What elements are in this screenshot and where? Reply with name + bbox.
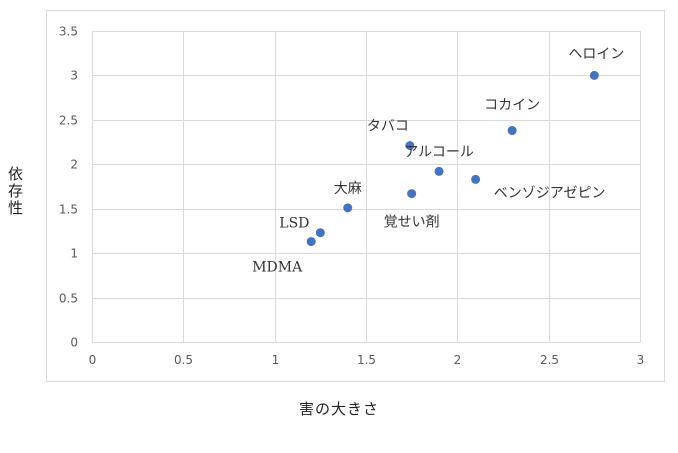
x-tick-label: 0.5 bbox=[174, 353, 193, 367]
x-tick-label: 1.5 bbox=[357, 353, 376, 367]
y-tick-labels: 0 0.5 1 1.5 2 2.5 3 3.5 bbox=[59, 25, 78, 350]
data-point bbox=[306, 237, 316, 247]
point-label: 大麻 bbox=[334, 181, 362, 197]
x-tick-label: 3 bbox=[637, 353, 645, 367]
y-tick-label: 2 bbox=[70, 158, 78, 172]
point-label: タバコ bbox=[367, 119, 409, 135]
x-axis-title: 害の大きさ bbox=[298, 400, 379, 418]
point-label: LSD bbox=[279, 216, 309, 232]
data-point bbox=[471, 174, 481, 184]
data-point bbox=[405, 141, 415, 151]
data-point bbox=[315, 228, 325, 238]
y-axis-title: 依存性 bbox=[6, 166, 24, 217]
gridlines bbox=[92, 31, 641, 343]
y-tick-label: 1.5 bbox=[59, 203, 78, 217]
x-tick-label: 2 bbox=[454, 353, 462, 367]
data-point bbox=[589, 70, 599, 80]
point-label: 覚せい剤 bbox=[384, 215, 440, 231]
x-tick-label: 0 bbox=[89, 353, 97, 367]
y-tick-label: 2.5 bbox=[59, 114, 78, 128]
data-point bbox=[407, 189, 417, 199]
data-points bbox=[306, 70, 599, 247]
x-tick-labels: 0 0.5 1 1.5 2 2.5 3 bbox=[89, 353, 645, 367]
y-tick-label: 1 bbox=[70, 247, 78, 261]
point-label: ベンゾジアゼピン bbox=[494, 185, 606, 201]
data-point bbox=[434, 166, 444, 176]
plot-frame bbox=[46, 10, 665, 382]
point-label: アルコール bbox=[404, 144, 474, 160]
y-tick-label: 0 bbox=[70, 336, 78, 350]
x-tick-label: 2.5 bbox=[540, 353, 559, 367]
y-tick-label: 3 bbox=[70, 69, 78, 83]
x-tick-label: 1 bbox=[272, 353, 280, 367]
point-label: ヘロイン bbox=[568, 46, 624, 62]
y-tick-label: 0.5 bbox=[59, 292, 78, 306]
point-label: MDMA bbox=[252, 260, 303, 276]
point-label: コカイン bbox=[484, 98, 540, 114]
y-tick-label: 3.5 bbox=[59, 25, 78, 39]
data-point bbox=[507, 126, 517, 136]
data-point bbox=[343, 203, 353, 213]
